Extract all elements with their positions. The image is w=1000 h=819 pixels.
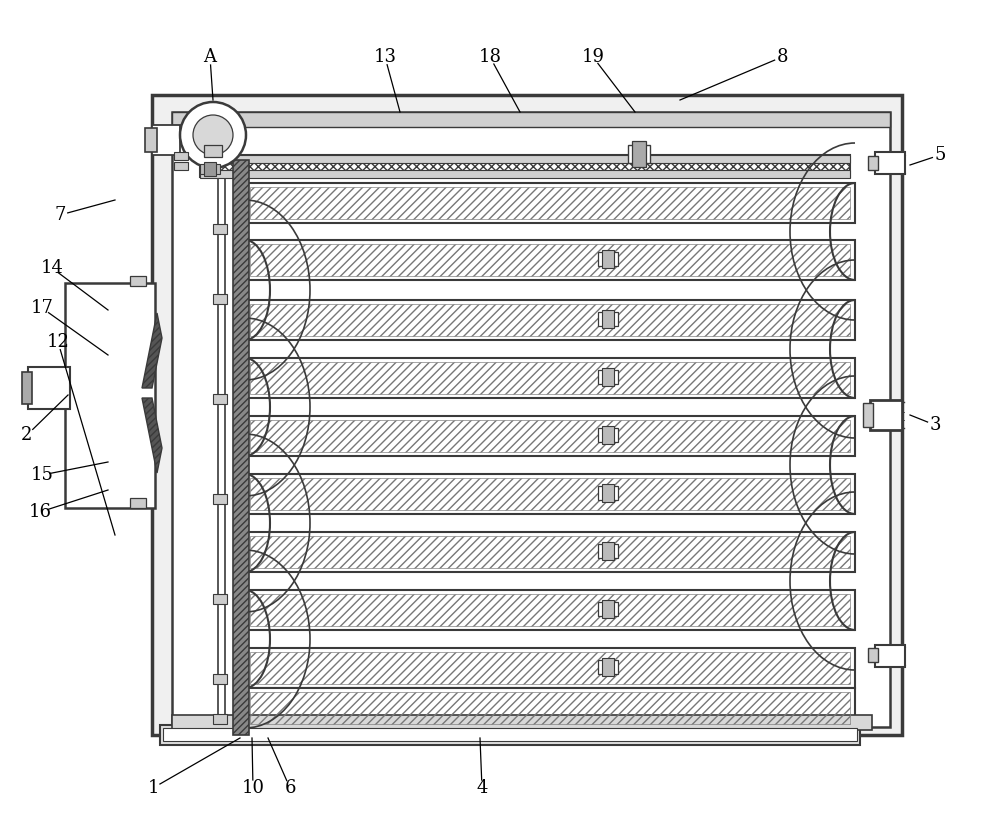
Bar <box>602 368 614 386</box>
Bar <box>250 187 850 219</box>
Bar <box>174 162 188 170</box>
Polygon shape <box>142 313 162 388</box>
Text: 3: 3 <box>929 416 941 434</box>
Bar <box>174 152 188 160</box>
Text: A: A <box>204 48 216 66</box>
Bar <box>602 484 614 502</box>
Bar <box>213 394 227 404</box>
Bar <box>598 660 618 674</box>
Text: 13: 13 <box>374 48 396 66</box>
Bar <box>213 494 227 504</box>
Bar <box>245 183 855 223</box>
Bar <box>598 486 618 500</box>
Bar <box>250 244 850 276</box>
Bar <box>602 542 614 560</box>
Bar <box>245 532 855 572</box>
Bar <box>200 155 850 163</box>
Bar <box>172 715 872 730</box>
Bar <box>598 602 618 616</box>
Bar <box>598 370 618 384</box>
Bar <box>598 252 618 266</box>
Bar <box>245 300 855 340</box>
Bar <box>163 728 857 741</box>
Text: 10: 10 <box>242 779 264 797</box>
Text: 17: 17 <box>31 299 53 317</box>
Text: 19: 19 <box>582 48 604 66</box>
Bar <box>250 536 850 568</box>
Circle shape <box>193 115 233 155</box>
Bar <box>204 162 216 176</box>
Text: 5: 5 <box>934 146 946 164</box>
Bar <box>245 648 855 688</box>
Bar <box>213 674 227 684</box>
Bar <box>602 250 614 268</box>
Bar <box>250 304 850 336</box>
Bar <box>863 403 873 427</box>
Polygon shape <box>142 398 162 473</box>
Bar <box>130 498 146 508</box>
Circle shape <box>180 102 246 168</box>
Bar <box>875 152 905 174</box>
Bar <box>250 478 850 510</box>
Bar <box>250 420 850 452</box>
Bar <box>628 145 650 163</box>
Bar <box>200 170 850 178</box>
Text: 8: 8 <box>776 48 788 66</box>
Bar <box>602 310 614 328</box>
Text: 14: 14 <box>41 259 63 277</box>
Text: 1: 1 <box>147 779 159 797</box>
Text: 2: 2 <box>21 426 33 444</box>
Bar <box>602 600 614 618</box>
Bar <box>245 688 855 728</box>
Bar <box>602 426 614 444</box>
Bar <box>145 128 157 152</box>
Bar <box>632 141 646 167</box>
Text: 6: 6 <box>284 779 296 797</box>
Bar <box>65 283 155 508</box>
Bar <box>213 594 227 604</box>
Bar <box>870 400 902 430</box>
Bar <box>213 224 227 234</box>
Bar <box>200 164 220 174</box>
Bar <box>22 372 32 404</box>
Bar <box>875 645 905 667</box>
Bar <box>250 594 850 626</box>
Bar <box>245 358 855 398</box>
Bar <box>152 125 180 155</box>
Text: 16: 16 <box>28 503 52 521</box>
Bar <box>245 474 855 514</box>
Bar <box>598 544 618 558</box>
Bar <box>152 95 902 735</box>
Bar <box>172 112 890 127</box>
Bar <box>868 156 878 170</box>
Bar <box>160 725 860 745</box>
Bar <box>250 692 850 724</box>
Bar <box>868 648 878 662</box>
Text: 18: 18 <box>479 48 502 66</box>
Text: 12: 12 <box>47 333 69 351</box>
Bar <box>598 428 618 442</box>
Bar <box>172 112 890 727</box>
Bar <box>602 658 614 676</box>
Bar <box>130 276 146 286</box>
Bar <box>213 154 227 164</box>
Bar <box>245 590 855 630</box>
Bar <box>245 416 855 456</box>
Text: 15: 15 <box>31 466 53 484</box>
Bar <box>204 145 222 157</box>
Bar <box>250 362 850 394</box>
Bar <box>200 155 850 177</box>
Text: 4: 4 <box>476 779 488 797</box>
Bar <box>245 240 855 280</box>
Bar <box>250 652 850 684</box>
Text: 7: 7 <box>54 206 66 224</box>
Bar <box>213 294 227 304</box>
Bar <box>598 312 618 326</box>
Bar <box>213 714 227 724</box>
Bar <box>28 367 70 409</box>
Bar <box>233 160 249 735</box>
